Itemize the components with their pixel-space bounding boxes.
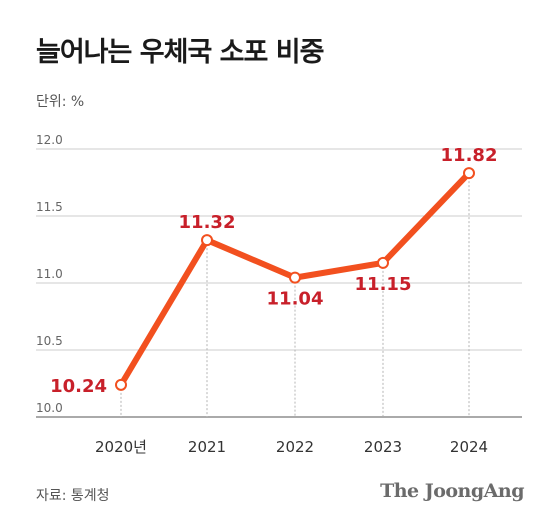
y-tick-label: 12.0	[36, 133, 63, 147]
data-point-layer	[115, 167, 475, 391]
data-point	[463, 167, 475, 180]
y-tick-label: 11.5	[36, 200, 63, 214]
data-label: 11.82	[441, 145, 498, 166]
data-label: 11.15	[355, 274, 412, 295]
x-tick-label: 2020년	[95, 438, 147, 456]
y-tick-label: 11.0	[36, 267, 63, 281]
x-tick-label: 2021	[188, 438, 226, 456]
data-label: 11.04	[267, 289, 324, 310]
grid-layer: 10.0 10.5 11.0 11.5 12.0	[36, 133, 522, 418]
x-tick-layer: 2020년 2021 2022 2023 2024	[95, 438, 488, 456]
y-tick-label: 10.5	[36, 334, 63, 348]
vertical-guide-layer	[120, 173, 470, 417]
data-point	[115, 378, 127, 391]
data-label: 10.24	[50, 376, 107, 397]
y-tick-label: 10.0	[36, 401, 63, 415]
data-point	[289, 271, 301, 284]
chart-title: 늘어나는 우체국 소포 비중	[36, 37, 324, 68]
x-tick-label: 2022	[276, 438, 314, 456]
data-point	[201, 234, 213, 247]
unit-label: 단위: %	[36, 94, 85, 110]
x-tick-label: 2023	[364, 438, 402, 456]
x-tick-label: 2024	[450, 438, 488, 456]
data-label: 11.32	[179, 212, 236, 233]
source-note: 자료: 통계청	[36, 488, 110, 504]
data-label-layer: 10.24 11.32 11.04 11.15 11.82	[50, 145, 497, 397]
data-point	[377, 256, 389, 269]
brand-logo: The JoongAng	[380, 480, 524, 502]
